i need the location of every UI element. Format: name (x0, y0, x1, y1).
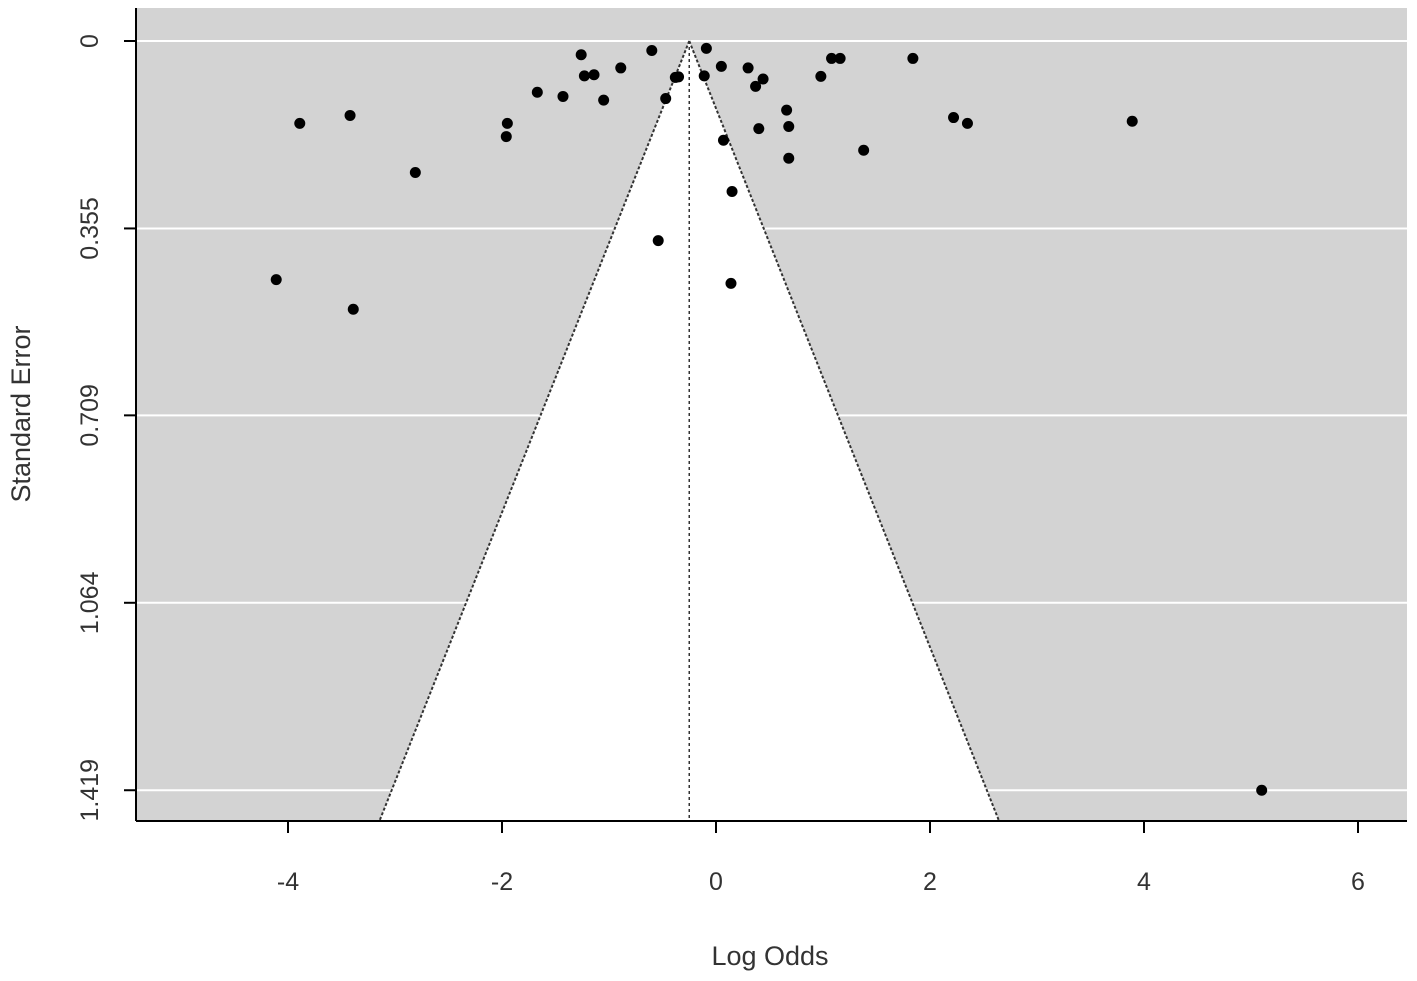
data-point-37 (948, 112, 960, 124)
data-point-36 (907, 52, 919, 64)
y-tick-label-4: 1.419 (76, 759, 104, 822)
y-axis-title: Standard Error (6, 325, 36, 502)
y-tick-label-0: 0 (76, 34, 104, 48)
data-point-16 (660, 93, 672, 105)
data-point-32 (815, 70, 827, 82)
data-point-34 (834, 52, 846, 64)
data-point-7 (531, 86, 543, 98)
data-point-14 (646, 45, 658, 57)
data-point-3 (347, 303, 359, 315)
data-points (270, 42, 1268, 796)
data-point-0 (270, 274, 282, 286)
y-tick-label-1: 0.355 (76, 197, 104, 260)
data-point-31 (783, 152, 795, 164)
data-point-13 (615, 62, 627, 74)
data-point-2 (344, 109, 356, 121)
y-tick-label-3: 1.064 (76, 571, 104, 634)
data-point-19 (698, 70, 710, 82)
data-point-15 (652, 235, 664, 247)
x-tick-label-1: -2 (491, 868, 513, 896)
data-point-27 (753, 123, 765, 135)
data-point-8 (557, 90, 569, 102)
data-point-9 (575, 49, 587, 61)
data-point-30 (783, 121, 795, 133)
data-point-10 (578, 70, 590, 82)
data-point-25 (742, 62, 754, 74)
data-point-35 (858, 144, 870, 156)
data-point-20 (700, 42, 712, 54)
data-point-18 (673, 71, 685, 83)
x-tick-label-0: -4 (277, 868, 299, 896)
data-point-39 (1126, 115, 1138, 127)
x-axis-title: Log Odds (711, 941, 828, 971)
data-point-11 (588, 69, 600, 81)
data-point-28 (757, 73, 769, 85)
x-tick-label-2: 0 (709, 868, 723, 896)
data-point-29 (781, 104, 793, 116)
axes: -4 -2 0 2 4 6 0 0.355 0.709 1.064 1.419 (76, 8, 1407, 896)
x-tick-label-4: 4 (1137, 868, 1151, 896)
data-point-5 (501, 117, 513, 129)
x-tick-label-5: 6 (1351, 868, 1365, 896)
x-tick-label-3: 2 (923, 868, 937, 896)
data-point-38 (961, 117, 973, 129)
data-point-22 (717, 134, 729, 146)
y-tick-label-2: 0.709 (76, 384, 104, 447)
data-point-40 (1256, 784, 1268, 796)
data-point-26 (750, 80, 762, 92)
data-point-4 (409, 166, 421, 178)
data-point-1 (294, 117, 306, 129)
data-point-33 (826, 52, 838, 64)
data-point-23 (725, 277, 737, 289)
data-point-24 (726, 185, 738, 197)
data-point-12 (598, 94, 610, 106)
data-point-21 (715, 60, 727, 72)
data-point-6 (500, 131, 512, 143)
